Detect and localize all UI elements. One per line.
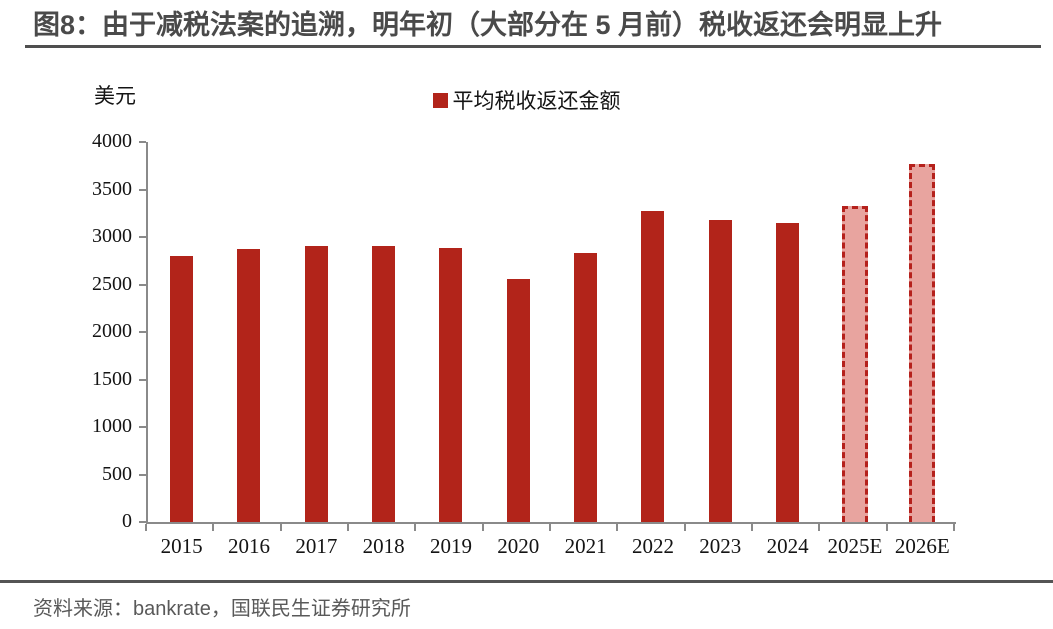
bar-2022 (641, 211, 665, 522)
title-underline (25, 45, 1041, 48)
y-axis-tick-mark (139, 378, 146, 381)
legend-label: 平均税收返还金额 (452, 89, 621, 113)
legend-square-icon (432, 92, 448, 108)
chart-column-2019: 2019 (417, 142, 484, 558)
y-axis-tick-label: 500 (102, 462, 132, 485)
y-axis-tick-label: 2000 (92, 320, 132, 342)
y-axis-tick-mark (139, 236, 146, 238)
chart-column-2023: 2023 (687, 142, 754, 558)
x-axis-label-2019: 2019 (429, 534, 472, 558)
y-axis-unit-label: 美元 (94, 84, 136, 108)
x-axis-label-2015: 2015 (160, 534, 203, 558)
x-axis-tick-mark (953, 524, 955, 531)
y-axis-tick-mark (139, 188, 146, 191)
chart-legend: 平均税收返还金额 (0, 85, 1053, 115)
x-axis-tick-mark (414, 524, 417, 531)
bar-2023 (708, 220, 732, 522)
y-axis-tick-mark (139, 331, 146, 333)
footer-divider (0, 580, 1053, 583)
x-axis-tick-mark (616, 524, 619, 531)
x-axis-label-2022: 2022 (631, 534, 674, 558)
x-axis-label-2024: 2024 (766, 534, 809, 558)
x-axis-label-2023: 2023 (699, 534, 742, 558)
estimated-bar-2026e (909, 164, 936, 522)
y-axis-tick-mark (139, 426, 146, 428)
x-axis-tick-mark (279, 524, 282, 531)
y-axis-tick-label: 0 (122, 510, 132, 532)
x-axis-label-2016: 2016 (227, 534, 270, 558)
chart-column-2022: 2022 (619, 142, 686, 558)
chart-column-2026e: 2026E (889, 142, 956, 558)
x-axis-label-2018: 2018 (362, 534, 405, 558)
x-axis-tick-mark (683, 524, 686, 531)
source-note: 资料来源：bankrate，国联民生证券研究所 (33, 598, 411, 620)
y-axis-tick-label: 3000 (92, 225, 132, 247)
x-axis-tick-mark (549, 524, 551, 531)
chart-column-2017: 2017 (283, 142, 350, 558)
plot-area: 2015 2016 2017 2018 2019 2020 2021 2022 2023 2024… (146, 142, 956, 558)
y-axis-tick-mark (139, 473, 146, 476)
y-axis-tick-mark (139, 283, 146, 286)
y-axis-tick-label: 1500 (92, 367, 132, 390)
chart-column-2025e: 2025E (821, 142, 888, 558)
bar-2016 (237, 249, 261, 522)
chart-column-2020: 2020 (485, 142, 552, 558)
x-axis-label-2021: 2021 (564, 534, 607, 558)
x-axis-label-2025e: 2025E (827, 534, 883, 558)
x-axis-label-2026e: 2026E (894, 534, 950, 558)
bar-2017 (304, 246, 328, 522)
bar-2020 (506, 279, 530, 522)
bar-2015 (170, 256, 194, 522)
x-axis-tick-mark (481, 524, 484, 531)
x-axis-tick-mark (347, 524, 349, 531)
bar-2019 (439, 248, 463, 522)
x-axis-tick-mark (751, 524, 753, 531)
chart-column-2016: 2016 (215, 142, 282, 558)
x-axis-tick-mark (212, 524, 215, 531)
bar-2018 (372, 246, 396, 522)
y-axis-tick-label: 4000 (92, 130, 132, 152)
y-axis-tick-label: 2500 (92, 272, 132, 295)
x-axis-tick-mark (145, 524, 147, 531)
chart-column-2018: 2018 (350, 142, 417, 558)
y-axis-tick-mark (139, 141, 146, 143)
x-axis-label-2017: 2017 (295, 534, 338, 558)
bar-2021 (574, 253, 598, 522)
chart-column-2021: 2021 (552, 142, 619, 558)
y-axis-tick-mark (139, 521, 146, 523)
estimated-bar-2025e (841, 206, 868, 522)
y-axis-tick-label: 3500 (92, 177, 132, 200)
x-axis-label-2020: 2020 (497, 534, 540, 558)
y-axis-tick-label: 1000 (92, 415, 132, 437)
bar-2024 (776, 223, 800, 522)
x-axis-tick-mark (818, 524, 821, 531)
x-axis-tick-mark (885, 524, 888, 531)
figure-title: 图8：由于减税法案的追溯，明年初（大部分在 5 月前）税收返还会明显上升 (33, 10, 943, 40)
chart-column-2015: 2015 (148, 142, 215, 558)
chart-column-2024: 2024 (754, 142, 821, 558)
